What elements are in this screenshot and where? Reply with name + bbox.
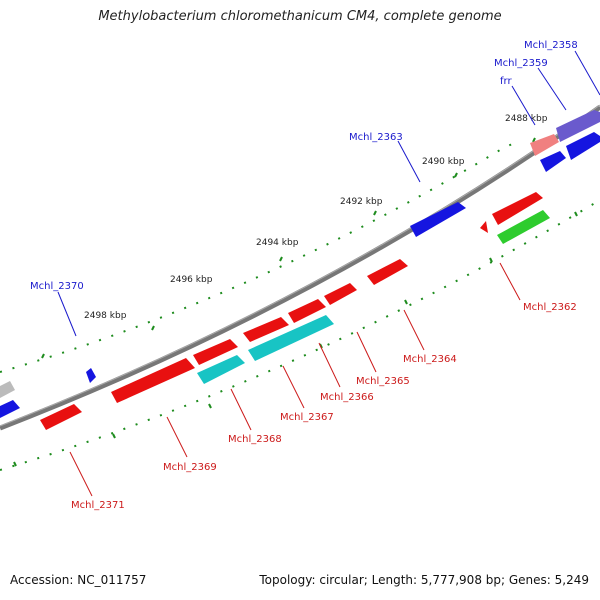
genome-title: Methylobacterium chloromethanicum CM4, c… — [98, 9, 502, 24]
gene-mchl-2371[interactable] — [40, 404, 82, 430]
kbp-label: 2490 kbp — [422, 157, 465, 167]
gene-label[interactable]: Mchl_2364 — [403, 354, 457, 365]
gene-label[interactable]: Mchl_2367 — [280, 412, 334, 423]
gene-label[interactable]: Mchl_2368 — [228, 434, 282, 445]
gene-label[interactable]: Mchl_2359 — [494, 58, 548, 69]
gene-purple[interactable] — [556, 110, 600, 142]
gene-blue-edge[interactable] — [0, 400, 20, 418]
gene-mchl-2366[interactable] — [288, 299, 326, 323]
kbp-label: 2494 kbp — [256, 238, 299, 248]
kbp-label: 2488 kbp — [505, 114, 548, 124]
gene-mchl-2364[interactable] — [367, 259, 408, 285]
gene-mchl-2368-red[interactable] — [193, 339, 238, 365]
leader-lines-top — [57, 50, 600, 337]
gene-label[interactable]: Mchl_2362 — [523, 302, 577, 313]
gene-frr[interactable] — [530, 134, 559, 156]
genome-backbone — [0, 104, 600, 431]
gene-green[interactable] — [497, 210, 550, 244]
gene-label[interactable]: Mchl_2371 — [71, 500, 125, 511]
gene-label[interactable]: Mchl_2363 — [349, 132, 403, 143]
gene-label[interactable]: Mchl_2366 — [320, 392, 374, 403]
gene-label[interactable]: Mchl_2358 — [524, 40, 578, 51]
gene-mchl-2367[interactable] — [248, 315, 334, 361]
gene-mchl-2369[interactable] — [111, 358, 195, 403]
kbp-label: 2492 kbp — [340, 197, 383, 207]
gene-blue-2358[interactable] — [566, 132, 600, 160]
gene-mchl-2363[interactable] — [410, 202, 466, 237]
topology-text: Topology: circular; Length: 5,777,908 bp… — [259, 573, 589, 587]
kbp-label: 2498 kbp — [84, 311, 127, 321]
gene-label[interactable]: Mchl_2369 — [163, 462, 217, 473]
gene-label[interactable]: Mchl_2365 — [356, 376, 410, 387]
gene-mchl-2362[interactable] — [492, 192, 543, 225]
accession-text: Accession: NC_011757 — [10, 573, 147, 587]
outer-major-ticks — [41, 137, 536, 359]
gene-mchl-2370[interactable] — [86, 368, 96, 383]
gene-label[interactable]: frr — [500, 76, 512, 87]
gene-mchl-2365[interactable] — [324, 283, 357, 305]
genome-backbone-shade — [0, 104, 600, 427]
gene-mchl-2368[interactable] — [197, 355, 245, 384]
gene-red-small[interactable] — [480, 221, 488, 233]
gene-gray[interactable] — [0, 381, 15, 398]
gene-blue-2359[interactable] — [540, 151, 566, 172]
leader-lines-bottom — [69, 262, 521, 497]
gene-mchl-2367-red[interactable] — [243, 317, 289, 342]
gene-label[interactable]: Mchl_2370 — [30, 281, 84, 292]
kbp-label: 2496 kbp — [170, 275, 213, 285]
